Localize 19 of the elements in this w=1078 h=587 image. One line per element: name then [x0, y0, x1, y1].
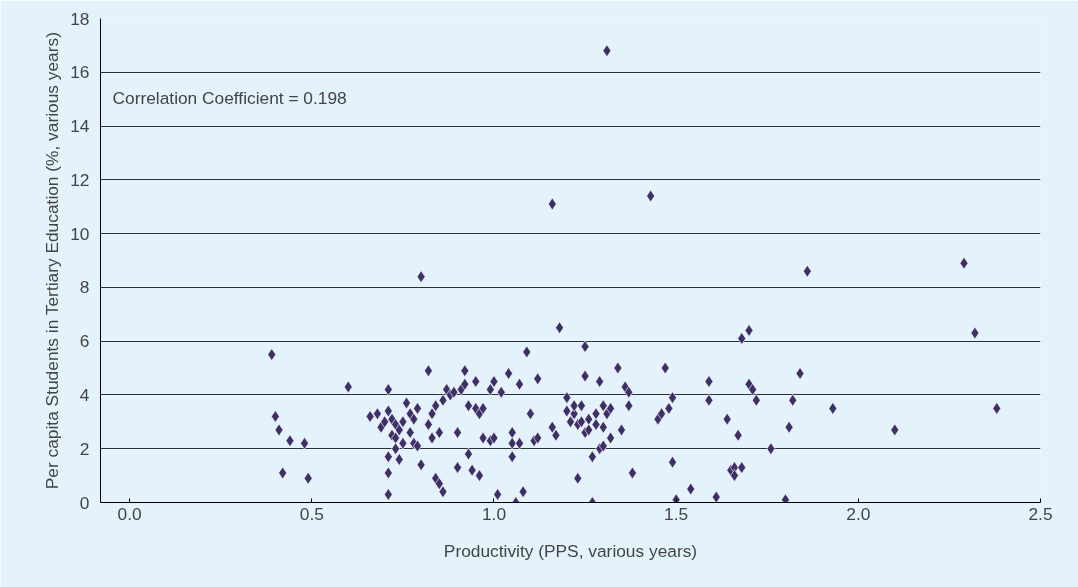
y-tick-label: 6	[79, 331, 90, 352]
x-tick-label: 2.0	[846, 503, 871, 524]
y-tick-label: 16	[70, 62, 90, 83]
y-tick-label: 18	[70, 8, 90, 29]
y-tick-label: 4	[79, 384, 90, 405]
x-tick-label: 2.5	[1028, 503, 1053, 524]
x-tick-label: 0.0	[117, 503, 142, 524]
y-tick-label: 0	[79, 492, 90, 513]
x-tick-label: 1.5	[664, 503, 689, 524]
y-axis-title: Per capita Students in Tertiary Education (%, various years)	[42, 32, 63, 490]
y-tick-label: 10	[70, 223, 90, 244]
x-axis-title: Productivity (PPS, various years)	[443, 540, 698, 561]
y-tick-label: 14	[70, 116, 90, 137]
y-tick-label: 12	[70, 169, 90, 190]
x-tick-label: 0.5	[299, 503, 324, 524]
annotation: Correlation Coefficient = 0.198	[112, 87, 347, 108]
y-tick-label: 8	[79, 277, 90, 298]
x-tick-label: 1.0	[481, 503, 507, 524]
y-tick-label: 2	[79, 438, 90, 459]
